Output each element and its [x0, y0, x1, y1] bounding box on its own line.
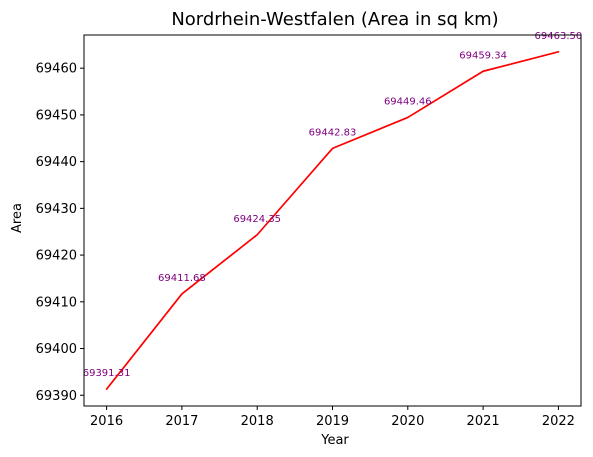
x-tick-label: 2016 — [90, 414, 123, 429]
y-axis-ticks: 69390 69400 69410 69420 69430 69440 69450 69460 — [36, 62, 84, 404]
y-axis-label: Area — [10, 203, 25, 233]
y-tick-label: 69400 — [36, 342, 77, 357]
y-tick-label: 69410 — [36, 295, 77, 310]
y-tick-label: 69420 — [36, 249, 77, 264]
x-tick-label: 2017 — [165, 414, 198, 429]
data-label: 69391.31 — [83, 368, 131, 379]
x-tick-label: 2019 — [316, 414, 349, 429]
data-label: 69459.34 — [459, 50, 507, 61]
x-axis-ticks: 2016 2017 2018 2019 2020 2021 2022 — [90, 406, 575, 429]
plot-area-frame — [83, 34, 582, 407]
x-tick-label: 2018 — [241, 414, 274, 429]
data-label: 69411.68 — [158, 273, 206, 284]
y-tick-label: 69430 — [36, 202, 77, 217]
data-label: 69442.83 — [309, 127, 357, 138]
data-labels: 69391.31 69411.68 69424.35 69442.83 69449.46… — [83, 31, 583, 379]
x-tick-label: 2020 — [391, 414, 424, 429]
chart-title: Nordrhein-Westfalen (Area in sq km) — [171, 9, 498, 30]
y-tick-label: 69460 — [36, 62, 77, 77]
x-axis-label: Year — [320, 433, 349, 448]
y-tick-label: 69450 — [36, 108, 77, 123]
data-label: 69424.35 — [233, 214, 281, 225]
data-label: 69463.50 — [535, 31, 583, 42]
series-layer — [105, 50, 560, 390]
data-label: 69449.46 — [384, 96, 432, 107]
y-tick-label: 69390 — [36, 389, 77, 404]
x-tick-label: 2021 — [467, 414, 500, 429]
x-tick-label: 2022 — [542, 414, 575, 429]
y-tick-label: 69440 — [36, 155, 77, 170]
